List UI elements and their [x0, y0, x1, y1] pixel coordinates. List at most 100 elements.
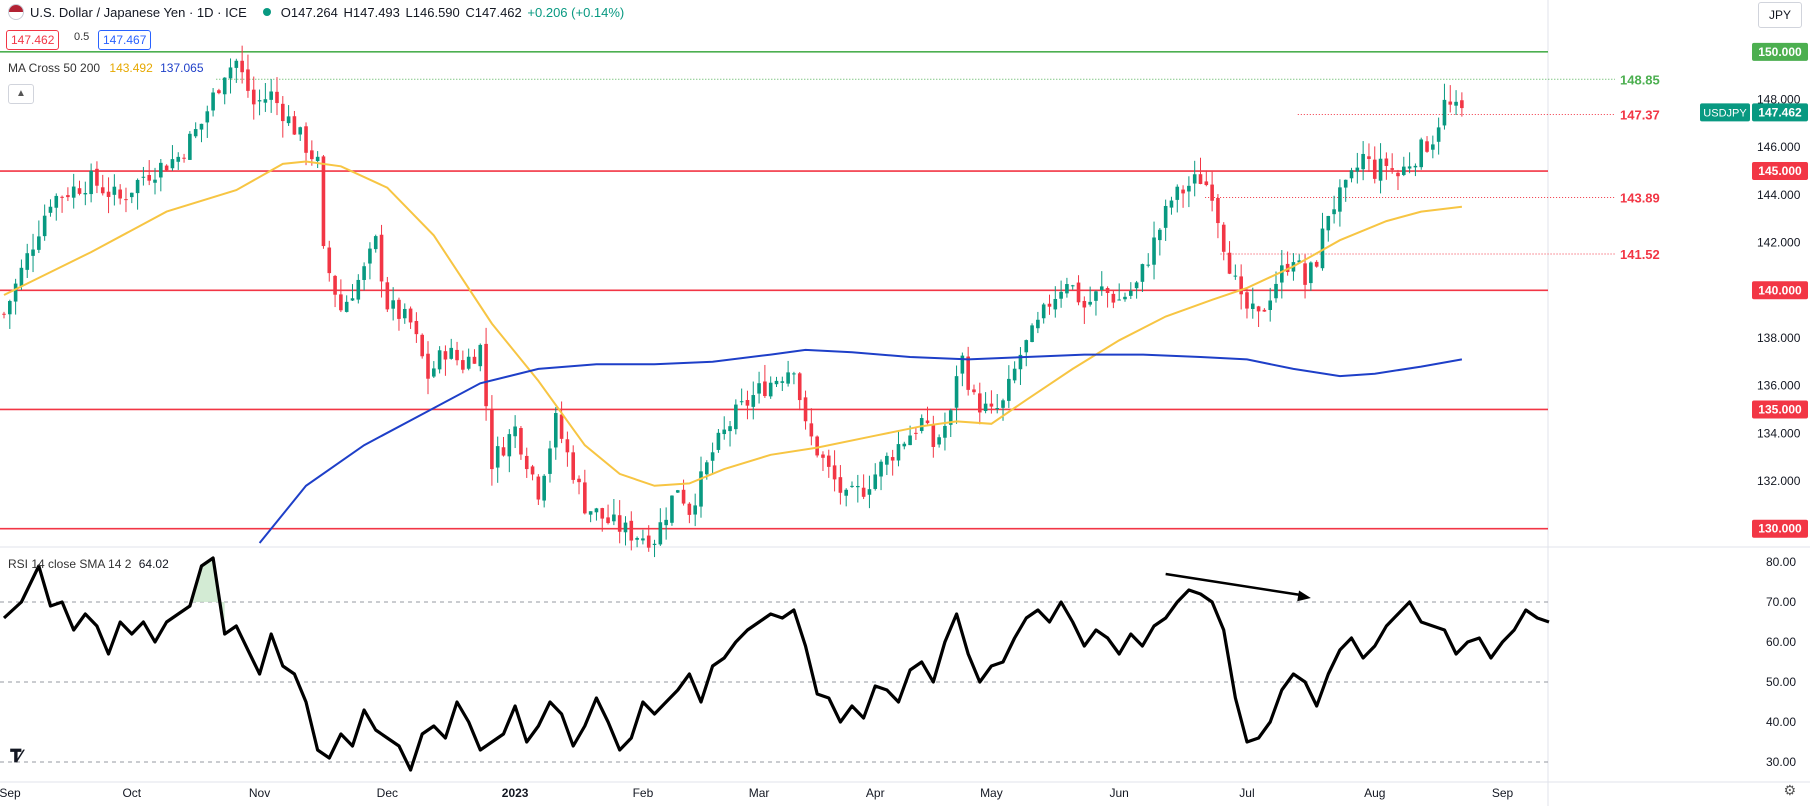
candle-body [1256, 306, 1261, 312]
price-axis-label: 144.000 [1757, 188, 1801, 202]
candle-body [908, 435, 912, 446]
candle-body [298, 127, 303, 135]
candle-body [385, 282, 390, 310]
candle-body [391, 300, 395, 309]
candle-body [8, 301, 12, 315]
candle-body [414, 320, 419, 335]
candle-body [1210, 184, 1214, 201]
tradingview-logo-icon[interactable]: 𝐓∕ [10, 746, 21, 766]
candle-body [1140, 264, 1145, 282]
candle-body [1460, 100, 1464, 109]
candle-body [1216, 197, 1220, 224]
candle-body [1442, 99, 1447, 126]
candle-body [344, 301, 349, 312]
candle-body [1338, 187, 1342, 212]
chevron-up-icon: ▲ [16, 88, 26, 99]
time-axis-label: Oct [122, 786, 141, 800]
candle-body [966, 356, 970, 390]
candle-body [315, 156, 320, 162]
candle-body [1221, 224, 1226, 252]
candle-body [821, 454, 825, 458]
candle-body [536, 476, 541, 500]
candle-body [699, 471, 703, 507]
candle-body [705, 462, 709, 475]
candle-body [513, 426, 517, 437]
candle-body [37, 236, 41, 250]
gear-icon[interactable]: ⚙ [1783, 782, 1796, 798]
candle-body [1012, 368, 1017, 381]
candle-body [681, 489, 686, 504]
market-status-dot-icon [262, 8, 271, 16]
candle-body [217, 90, 221, 94]
candle-body [106, 191, 111, 197]
candle-body [89, 170, 93, 195]
candle-body [919, 418, 924, 431]
candle-body [856, 486, 860, 488]
candle-body [193, 129, 198, 137]
candle-body [176, 156, 181, 162]
candle-body [327, 247, 332, 274]
candle-body [1134, 282, 1139, 289]
candle-body [612, 514, 616, 522]
candle-body [1326, 215, 1331, 231]
ma200-line [258, 348, 1463, 544]
candle-body [129, 192, 134, 198]
candle-body [373, 236, 378, 250]
candle-body [100, 187, 105, 194]
candle-body [1227, 252, 1232, 274]
candle-body [188, 133, 192, 160]
price-axis-label: 132.000 [1757, 474, 1801, 488]
rsi-legend[interactable]: RSI 14 close SMA 14 2 64.02 [8, 557, 169, 571]
collapse-indicators-button[interactable]: ▲ [8, 84, 34, 104]
candle-body [426, 353, 430, 379]
candle-body [1268, 300, 1273, 310]
candle-body [31, 249, 35, 256]
sell-price-button[interactable]: 147.462 [6, 30, 60, 50]
candle-body [495, 446, 500, 468]
candle-body [844, 489, 848, 496]
candle-body [1332, 209, 1336, 215]
candle-body [786, 372, 790, 384]
us-flag-icon [8, 4, 24, 20]
buy-price-button[interactable]: 147.467 [98, 30, 152, 50]
candle-body [147, 175, 152, 181]
ma-cross-legend[interactable]: MA Cross 50 200 143.492 137.065 [8, 61, 204, 75]
rsi-axis-label: 70.00 [1766, 595, 1796, 609]
candle-body [768, 382, 773, 397]
candle-body [524, 455, 529, 470]
candle-body [356, 279, 361, 300]
candle-body [879, 461, 883, 477]
candle-body [135, 179, 140, 194]
candle-body [1192, 174, 1197, 184]
candle-body [379, 234, 384, 282]
candle-body [280, 103, 285, 122]
currency-button[interactable]: JPY [1758, 2, 1802, 28]
last-price-tag [1752, 103, 1808, 122]
candle-body [449, 347, 454, 359]
spread-value: 0.5 [74, 31, 90, 43]
price-axis-label: 148.000 [1757, 93, 1801, 107]
candle-body [310, 150, 314, 160]
candle-body [594, 508, 599, 513]
candle-body [153, 179, 157, 183]
candle-body [606, 517, 610, 524]
candle-body [402, 308, 407, 319]
candle-body [1372, 159, 1377, 179]
candle-body [583, 482, 587, 514]
candle-body [1001, 400, 1005, 408]
candle-body [339, 294, 343, 311]
candle-body [914, 432, 918, 434]
candle-body [995, 408, 1000, 410]
candle-body [420, 334, 424, 357]
candle-body [763, 381, 767, 397]
candle-body [780, 381, 785, 383]
candle-body [461, 360, 465, 370]
candle-body [664, 519, 668, 526]
candle-body [809, 423, 814, 437]
time-axis-label: Apr [866, 786, 885, 800]
candle-body [954, 376, 959, 408]
candle-body [629, 520, 634, 541]
symbol-title[interactable]: U.S. Dollar / Japanese Yen · 1D · ICE [30, 4, 247, 20]
candle-body [251, 89, 256, 105]
